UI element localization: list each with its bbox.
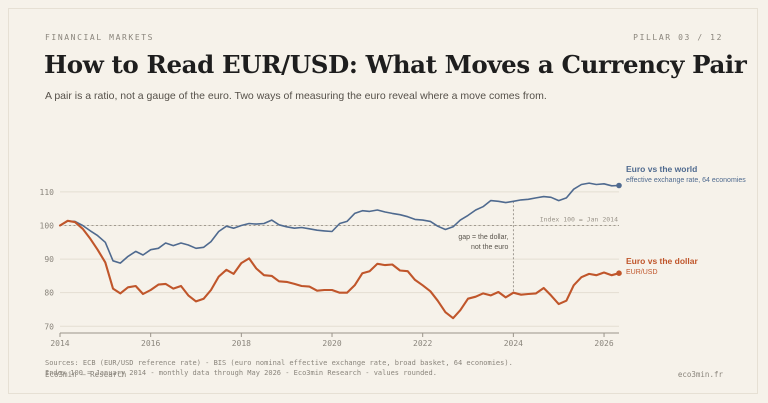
x-tick-label: 2016 <box>141 339 160 348</box>
x-tick-label: 2024 <box>504 339 523 348</box>
gap-annotation-text: gap = the dollar, <box>458 234 508 241</box>
page-title: How to Read EUR/USD: What Moves a Curren… <box>44 50 747 79</box>
y-tick-label: 90 <box>44 255 54 264</box>
sources-note: Sources: ECB (EUR/USD reference rate) - … <box>45 359 513 367</box>
series-endpoint-dollar <box>616 270 622 276</box>
y-tick-label: 100 <box>40 221 55 230</box>
series-sublabel: EUR/USD <box>626 269 658 276</box>
section-kicker: FINANCIAL MARKETS <box>45 33 155 42</box>
x-tick-label: 2020 <box>322 339 341 348</box>
gap-annotation-text: not the euro <box>471 244 508 251</box>
x-tick-label: 2026 <box>594 339 613 348</box>
x-tick-label: 2022 <box>413 339 432 348</box>
series-line-dollar <box>58 219 621 320</box>
chart-footnote: Sources: ECB (EUR/USD reference rate) - … <box>45 358 513 378</box>
series-endpoint-world <box>616 182 622 189</box>
baseline-label: Index 100 = Jan 2014 <box>540 215 618 223</box>
card-frame <box>8 8 758 394</box>
y-tick-label: 80 <box>44 289 54 298</box>
series-label: Euro vs the dollar <box>626 256 698 266</box>
y-tick-label: 70 <box>44 322 54 331</box>
y-tick-label: 110 <box>40 188 55 197</box>
index-note: Index 100 = January 2014 - monthly data … <box>45 369 437 377</box>
page-subtitle: A pair is a ratio, not a gauge of the eu… <box>45 90 547 102</box>
x-tick-label: 2014 <box>50 339 69 348</box>
series-label: Euro vs the world <box>626 164 697 174</box>
site-link[interactable]: eco3min.fr <box>677 370 723 379</box>
series-line-world <box>59 182 620 264</box>
x-tick-label: 2018 <box>232 339 251 348</box>
brand-label: Eco3min — Research <box>45 370 127 379</box>
pillar-indicator: PILLAR 03 / 12 <box>633 33 723 42</box>
series-sublabel: effective exchange rate, 64 economies <box>626 177 746 184</box>
